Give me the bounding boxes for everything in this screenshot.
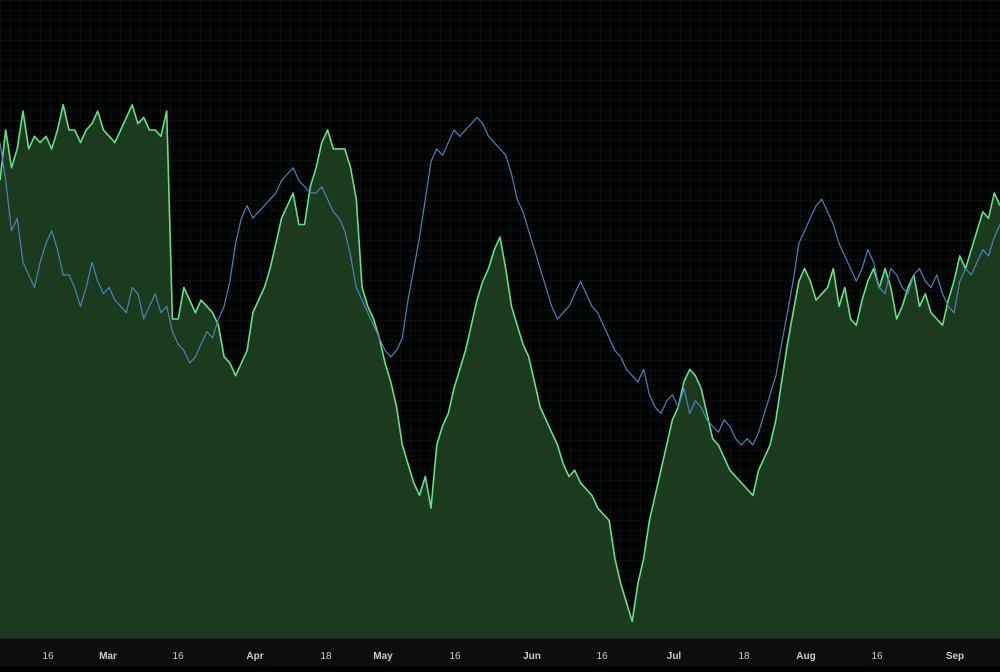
- x-tick-label: 16: [42, 651, 54, 662]
- series-0-line: [0, 104, 1000, 623]
- x-tick-label: 16: [871, 651, 883, 662]
- x-tick-label: 16: [172, 651, 184, 662]
- x-tick-label: Mar: [99, 651, 117, 662]
- x-tick-label: Jun: [523, 651, 541, 662]
- x-tick-label: Apr: [246, 651, 263, 662]
- x-tick-label: 18: [738, 651, 750, 662]
- x-tick-label: 18: [320, 651, 332, 662]
- x-tick-label: Jul: [667, 651, 682, 662]
- series-0-area-fill: [0, 104, 1000, 639]
- x-axis-ticks: 16 Mar 16 Apr 18 May 16 Jun 16 Jul 18 Aug 16 Sep: [42, 651, 964, 662]
- x-tick-label: Sep: [946, 651, 964, 662]
- x-tick-label: 16: [449, 651, 461, 662]
- series-1-line: [0, 116, 1000, 446]
- x-tick-label: 16: [596, 651, 608, 662]
- series-layer: [0, 104, 1000, 639]
- x-tick-label: Aug: [796, 651, 815, 662]
- x-axis-band: [0, 638, 1000, 667]
- x-tick-label: May: [373, 651, 393, 662]
